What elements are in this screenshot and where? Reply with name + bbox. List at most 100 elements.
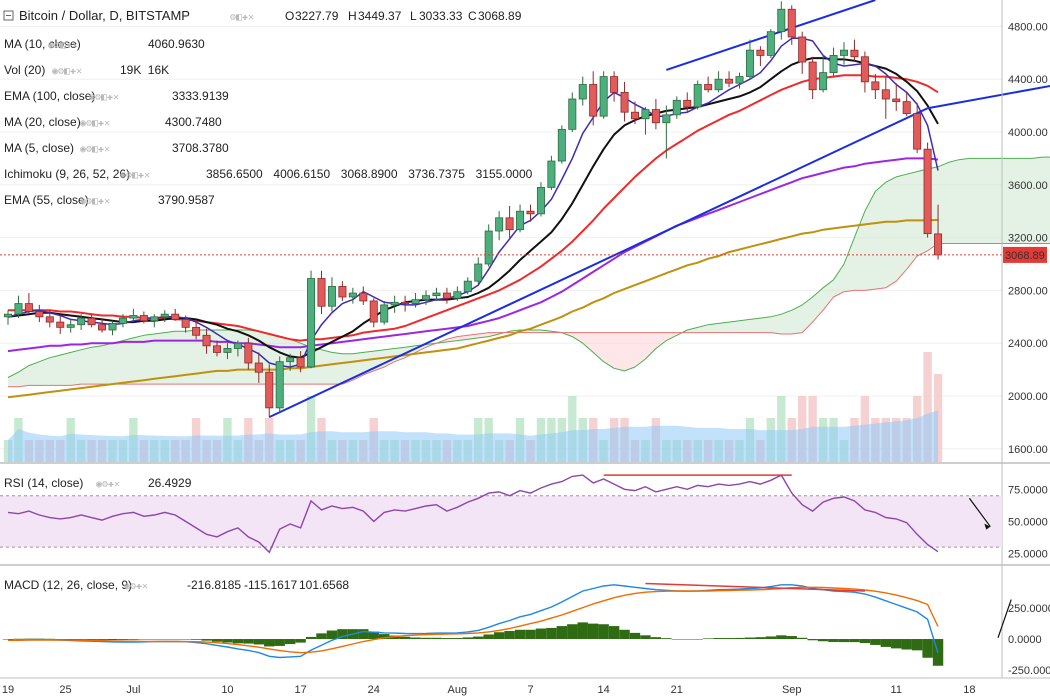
candle[interactable] — [463, 277, 472, 295]
candle[interactable] — [244, 337, 253, 370]
candle[interactable] — [787, 5, 796, 45]
indicator-row-ma20[interactable]: MA (20, close) ◉⚙◧✚✕ 4300.7480 — [4, 115, 222, 129]
candle[interactable] — [777, 1, 786, 40]
candle[interactable] — [683, 92, 692, 113]
candle[interactable] — [672, 96, 681, 119]
candle[interactable] — [829, 47, 838, 77]
rsi-settings-icons[interactable]: ◉⚙✚✕ — [96, 479, 120, 490]
trendline[interactable] — [927, 78, 1050, 110]
collapse-icon[interactable] — [3, 10, 14, 21]
indicator-settings-icons[interactable]: ◉⚙◧✚✕ — [89, 92, 119, 103]
candle[interactable] — [495, 211, 504, 241]
candle[interactable] — [77, 314, 86, 330]
candle[interactable] — [442, 287, 451, 304]
time-axis[interactable]: 19 25 Jul 10 17 24 Aug 7 14 21 Sep 11 18 — [0, 677, 1050, 696]
candle[interactable] — [45, 310, 54, 328]
candle[interactable] — [547, 155, 556, 191]
candle[interactable] — [254, 352, 263, 383]
indicator-settings-icons[interactable]: ◉⚙◧✚✕ — [80, 118, 110, 129]
candle[interactable] — [56, 315, 65, 334]
candle[interactable] — [421, 290, 430, 305]
candle[interactable] — [307, 270, 316, 369]
macd-axis[interactable]: 250.0000 0.0000 -250.0000 — [1008, 603, 1050, 677]
candle[interactable] — [714, 71, 723, 93]
candle[interactable] — [766, 29, 775, 59]
candle[interactable] — [798, 31, 807, 74]
candle[interactable] — [819, 55, 828, 93]
candle[interactable] — [892, 83, 901, 111]
candle[interactable] — [411, 293, 420, 308]
candle[interactable] — [401, 295, 410, 312]
price-axis[interactable]: 4800.00 4400.00 4000.00 3600.00 3200.00 2800.… — [1008, 21, 1048, 455]
candle[interactable] — [662, 105, 671, 159]
candle[interactable] — [505, 205, 514, 238]
indicator-settings-icons[interactable]: ◉⚙◧✚✕ — [48, 40, 78, 51]
candle[interactable] — [348, 287, 357, 304]
candle[interactable] — [24, 293, 33, 315]
indicator-row-ichi[interactable]: Ichimoku (9, 26, 52, 26)◉⚙◧✚✕ 3856.6500 40… — [4, 167, 533, 181]
candle[interactable] — [359, 286, 368, 305]
indicator-row-ma5[interactable]: MA (5, close) ◉⚙◧✚✕ 3708.3780 — [4, 141, 229, 155]
candle[interactable] — [160, 310, 169, 323]
macd-settings-icons[interactable]: ◉⚙✚✕ — [124, 581, 148, 592]
macd-pane[interactable]: MACD (12, 26, close, 9) ◉⚙✚✕ -216.8185 -… — [2, 578, 1012, 666]
candle[interactable] — [756, 46, 765, 66]
candle[interactable] — [380, 300, 389, 325]
candle[interactable] — [108, 320, 117, 336]
candle[interactable] — [150, 314, 159, 328]
candle[interactable] — [192, 322, 201, 340]
settings-icons[interactable]: ⚙◧✚✕ — [229, 12, 254, 23]
trendline[interactable] — [268, 107, 929, 419]
price-pane[interactable] — [0, 0, 1050, 462]
rsi-pane[interactable]: RSI (14, close) ◉⚙✚✕ 26.4929 — [0, 474, 1002, 554]
candle[interactable] — [725, 71, 734, 88]
candle[interactable] — [840, 42, 849, 65]
candle[interactable] — [129, 308, 138, 323]
indicator-settings-icons[interactable]: ◉⚙◧✚✕ — [52, 66, 82, 77]
candle[interactable] — [860, 51, 869, 93]
rsi-axis[interactable]: 75.0000 50.0000 25.0000 — [1008, 484, 1048, 560]
candle[interactable] — [223, 343, 232, 360]
candle[interactable] — [610, 71, 619, 102]
candle[interactable] — [641, 106, 650, 135]
indicator-settings-icons[interactable]: ◉⚙◧✚✕ — [80, 196, 110, 207]
candle[interactable] — [474, 257, 483, 284]
candle[interactable] — [516, 204, 525, 233]
candle[interactable] — [536, 182, 545, 217]
candle[interactable] — [87, 314, 96, 328]
candle[interactable] — [432, 287, 441, 301]
candle[interactable] — [902, 92, 911, 117]
candle[interactable] — [390, 295, 399, 313]
indicator-row-vol[interactable]: Vol (20) ◉⚙◧✚✕ 19K 16K — [4, 63, 169, 77]
candle[interactable] — [212, 340, 221, 357]
candle[interactable] — [338, 281, 347, 301]
candle[interactable] — [118, 314, 127, 328]
candle[interactable] — [369, 298, 378, 328]
candle[interactable] — [317, 270, 326, 315]
candle[interactable] — [557, 125, 566, 164]
candle[interactable] — [620, 81, 629, 122]
candle[interactable] — [578, 76, 587, 106]
candle[interactable] — [631, 101, 640, 125]
candle[interactable] — [923, 142, 932, 238]
candle[interactable] — [808, 56, 817, 99]
candle[interactable] — [589, 71, 598, 126]
candle[interactable] — [35, 304, 44, 323]
candle[interactable] — [735, 72, 744, 89]
candle[interactable] — [871, 73, 880, 99]
candle[interactable] — [881, 76, 890, 119]
candle[interactable] — [526, 204, 535, 222]
candle[interactable] — [704, 76, 713, 93]
candle[interactable] — [850, 39, 859, 63]
candle[interactable] — [275, 356, 284, 414]
indicator-settings-icons[interactable]: ◉⚙◧✚✕ — [120, 170, 150, 181]
candle[interactable] — [265, 364, 274, 418]
candle[interactable] — [693, 80, 702, 110]
candle[interactable] — [181, 315, 190, 333]
candlesticks[interactable] — [4, 1, 943, 418]
indicator-settings-icons[interactable]: ◉⚙◧✚✕ — [80, 144, 110, 155]
candle[interactable] — [171, 308, 180, 321]
candle[interactable] — [568, 92, 577, 132]
candle[interactable] — [98, 318, 107, 333]
